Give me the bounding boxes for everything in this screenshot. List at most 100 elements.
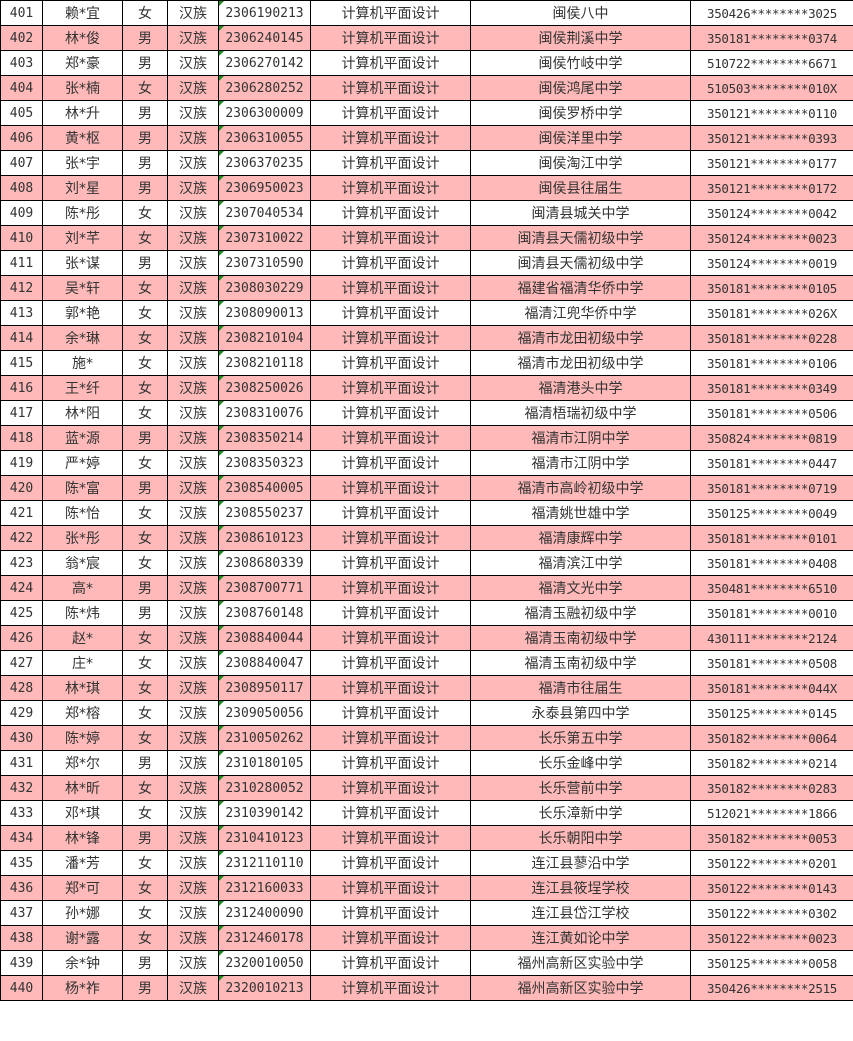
name-cell[interactable]: 余*琳 xyxy=(42,325,123,351)
ethnicity-cell[interactable]: 汉族 xyxy=(167,250,219,276)
name-cell[interactable]: 郑*尔 xyxy=(42,750,123,776)
gender-cell[interactable]: 女 xyxy=(122,800,168,826)
ethnicity-cell[interactable]: 汉族 xyxy=(167,225,219,251)
name-cell[interactable]: 严*婷 xyxy=(42,450,123,476)
major-cell[interactable]: 计算机平面设计 xyxy=(310,375,471,401)
major-cell[interactable]: 计算机平面设计 xyxy=(310,525,471,551)
id-card-cell[interactable]: 350122********0302 xyxy=(690,900,853,926)
row-number-cell[interactable]: 412 xyxy=(0,275,43,301)
gender-cell[interactable]: 男 xyxy=(122,150,168,176)
student-id-cell[interactable]: 2307310590 xyxy=(218,250,311,276)
id-card-cell[interactable]: 350182********0064 xyxy=(690,725,853,751)
ethnicity-cell[interactable]: 汉族 xyxy=(167,500,219,526)
school-cell[interactable]: 福清市江阴中学 xyxy=(470,450,691,476)
gender-cell[interactable]: 女 xyxy=(122,700,168,726)
student-id-cell[interactable]: 2308610123 xyxy=(218,525,311,551)
school-cell[interactable]: 福清市龙田初级中学 xyxy=(470,350,691,376)
id-card-cell[interactable]: 350181********0106 xyxy=(690,350,853,376)
student-id-cell[interactable]: 2312110110 xyxy=(218,850,311,876)
major-cell[interactable]: 计算机平面设计 xyxy=(310,0,471,26)
student-id-cell[interactable]: 2312400090 xyxy=(218,900,311,926)
row-number-cell[interactable]: 429 xyxy=(0,700,43,726)
school-cell[interactable]: 长乐金峰中学 xyxy=(470,750,691,776)
gender-cell[interactable]: 女 xyxy=(122,225,168,251)
major-cell[interactable]: 计算机平面设计 xyxy=(310,475,471,501)
name-cell[interactable]: 张*宇 xyxy=(42,150,123,176)
gender-cell[interactable]: 女 xyxy=(122,675,168,701)
id-card-cell[interactable]: 510722********6671 xyxy=(690,50,853,76)
ethnicity-cell[interactable]: 汉族 xyxy=(167,725,219,751)
student-id-cell[interactable]: 2308210118 xyxy=(218,350,311,376)
row-number-cell[interactable]: 431 xyxy=(0,750,43,776)
ethnicity-cell[interactable]: 汉族 xyxy=(167,475,219,501)
row-number-cell[interactable]: 406 xyxy=(0,125,43,151)
major-cell[interactable]: 计算机平面设计 xyxy=(310,500,471,526)
major-cell[interactable]: 计算机平面设计 xyxy=(310,350,471,376)
row-number-cell[interactable]: 409 xyxy=(0,200,43,226)
ethnicity-cell[interactable]: 汉族 xyxy=(167,900,219,926)
id-card-cell[interactable]: 350121********0110 xyxy=(690,100,853,126)
name-cell[interactable]: 郑*豪 xyxy=(42,50,123,76)
school-cell[interactable]: 福州高新区实验中学 xyxy=(470,975,691,1001)
row-number-cell[interactable]: 423 xyxy=(0,550,43,576)
student-id-cell[interactable]: 2306300009 xyxy=(218,100,311,126)
school-cell[interactable]: 永泰县第四中学 xyxy=(470,700,691,726)
id-card-cell[interactable]: 350181********0719 xyxy=(690,475,853,501)
gender-cell[interactable]: 男 xyxy=(122,125,168,151)
id-card-cell[interactable]: 350181********0105 xyxy=(690,275,853,301)
major-cell[interactable]: 计算机平面设计 xyxy=(310,425,471,451)
ethnicity-cell[interactable]: 汉族 xyxy=(167,0,219,26)
ethnicity-cell[interactable]: 汉族 xyxy=(167,175,219,201)
student-id-cell[interactable]: 2310390142 xyxy=(218,800,311,826)
student-id-cell[interactable]: 2307310022 xyxy=(218,225,311,251)
school-cell[interactable]: 福清文光中学 xyxy=(470,575,691,601)
row-number-cell[interactable]: 432 xyxy=(0,775,43,801)
school-cell[interactable]: 闽侯荆溪中学 xyxy=(470,25,691,51)
student-id-cell[interactable]: 2308840047 xyxy=(218,650,311,676)
id-card-cell[interactable]: 350181********0506 xyxy=(690,400,853,426)
name-cell[interactable]: 王*纤 xyxy=(42,375,123,401)
name-cell[interactable]: 林*升 xyxy=(42,100,123,126)
row-number-cell[interactable]: 438 xyxy=(0,925,43,951)
major-cell[interactable]: 计算机平面设计 xyxy=(310,175,471,201)
gender-cell[interactable]: 女 xyxy=(122,75,168,101)
gender-cell[interactable]: 女 xyxy=(122,550,168,576)
id-card-cell[interactable]: 350182********0214 xyxy=(690,750,853,776)
id-card-cell[interactable]: 350124********0042 xyxy=(690,200,853,226)
name-cell[interactable]: 陈*怡 xyxy=(42,500,123,526)
school-cell[interactable]: 长乐营前中学 xyxy=(470,775,691,801)
row-number-cell[interactable]: 439 xyxy=(0,950,43,976)
row-number-cell[interactable]: 418 xyxy=(0,425,43,451)
gender-cell[interactable]: 女 xyxy=(122,850,168,876)
row-number-cell[interactable]: 440 xyxy=(0,975,43,1001)
name-cell[interactable]: 高* xyxy=(42,575,123,601)
row-number-cell[interactable]: 421 xyxy=(0,500,43,526)
ethnicity-cell[interactable]: 汉族 xyxy=(167,350,219,376)
gender-cell[interactable]: 女 xyxy=(122,500,168,526)
major-cell[interactable]: 计算机平面设计 xyxy=(310,950,471,976)
name-cell[interactable]: 余*钟 xyxy=(42,950,123,976)
major-cell[interactable]: 计算机平面设计 xyxy=(310,325,471,351)
row-number-cell[interactable]: 426 xyxy=(0,625,43,651)
id-card-cell[interactable]: 350181********0508 xyxy=(690,650,853,676)
school-cell[interactable]: 福清港头中学 xyxy=(470,375,691,401)
name-cell[interactable]: 孙*娜 xyxy=(42,900,123,926)
school-cell[interactable]: 闽侯县往届生 xyxy=(470,175,691,201)
gender-cell[interactable]: 男 xyxy=(122,175,168,201)
name-cell[interactable]: 陈*婷 xyxy=(42,725,123,751)
id-card-cell[interactable]: 350121********0172 xyxy=(690,175,853,201)
ethnicity-cell[interactable]: 汉族 xyxy=(167,50,219,76)
row-number-cell[interactable]: 414 xyxy=(0,325,43,351)
school-cell[interactable]: 闽清县天儒初级中学 xyxy=(470,250,691,276)
major-cell[interactable]: 计算机平面设计 xyxy=(310,125,471,151)
student-id-cell[interactable]: 2307040534 xyxy=(218,200,311,226)
school-cell[interactable]: 闽侯罗桥中学 xyxy=(470,100,691,126)
school-cell[interactable]: 闽侯淘江中学 xyxy=(470,150,691,176)
row-number-cell[interactable]: 415 xyxy=(0,350,43,376)
gender-cell[interactable]: 女 xyxy=(122,275,168,301)
gender-cell[interactable]: 女 xyxy=(122,450,168,476)
student-id-cell[interactable]: 2308680339 xyxy=(218,550,311,576)
name-cell[interactable]: 张*谋 xyxy=(42,250,123,276)
student-id-cell[interactable]: 2306190213 xyxy=(218,0,311,26)
school-cell[interactable]: 福清康辉中学 xyxy=(470,525,691,551)
